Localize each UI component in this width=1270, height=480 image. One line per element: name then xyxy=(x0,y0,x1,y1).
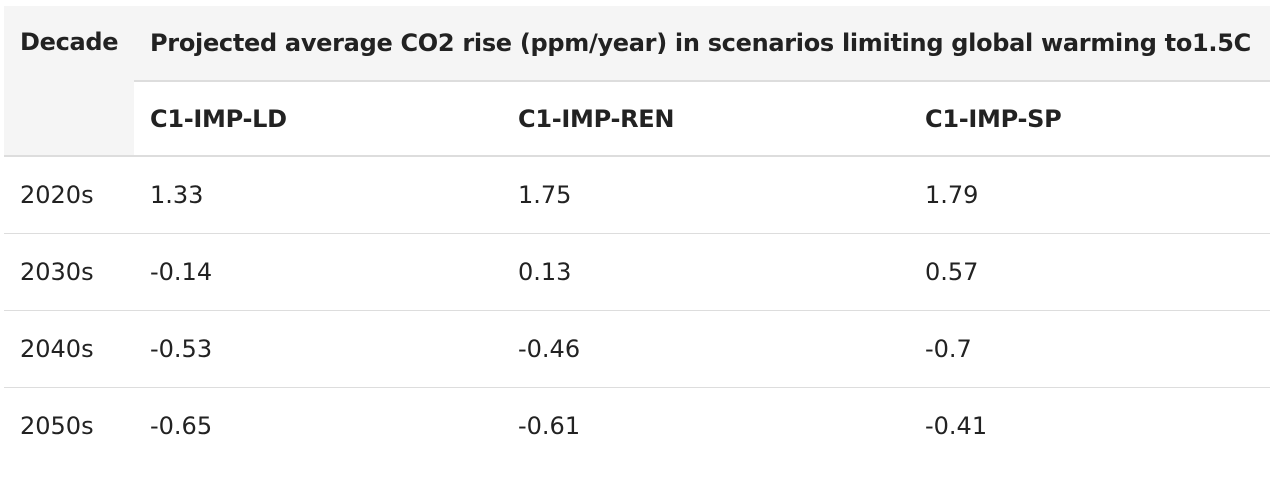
value-cell-sp: 0.57 xyxy=(909,233,1270,311)
value-cell-ld: -0.53 xyxy=(134,310,502,388)
table-row: 2040s -0.53 -0.46 -0.7 xyxy=(4,310,1270,388)
decade-cell: 2040s xyxy=(4,310,134,388)
decade-cell: 2030s xyxy=(4,233,134,311)
decade-cell: 2050s xyxy=(20,411,94,440)
decade-cell: 2020s xyxy=(4,156,134,234)
header-row-scenarios: C1-IMP-LD C1-IMP-REN C1-IMP-SP xyxy=(4,81,1270,157)
value-cell-sp: -0.41 xyxy=(925,411,988,440)
table-row: 2020s 1.33 1.75 1.79 xyxy=(4,156,1270,234)
value-cell-ld: -0.14 xyxy=(134,233,502,311)
value-cell-sp: 1.79 xyxy=(909,156,1270,234)
scenario-group-header: Projected average CO2 rise (ppm/year) in… xyxy=(134,6,1270,82)
decade-column-header: Decade xyxy=(4,6,134,157)
value-cell-ld: -0.65 xyxy=(150,411,213,440)
header-row-group: Decade Projected average CO2 rise (ppm/y… xyxy=(4,6,1270,157)
scenario-header-ld: C1-IMP-LD xyxy=(134,81,502,157)
value-cell-ren: 1.75 xyxy=(502,156,909,234)
scenario-header-sp: C1-IMP-SP xyxy=(909,81,1270,157)
value-cell-ren: -0.46 xyxy=(502,310,909,388)
co2-projection-table: Decade Projected average CO2 rise (ppm/y… xyxy=(4,6,1270,464)
table-header: Decade Projected average CO2 rise (ppm/y… xyxy=(4,6,1270,157)
table-row: 2030s -0.14 0.13 0.57 xyxy=(4,233,1270,311)
value-cell-ren: 0.13 xyxy=(502,233,909,311)
value-cell-sp: -0.7 xyxy=(909,310,1270,388)
value-cell-ren: -0.61 xyxy=(518,411,581,440)
value-cell-ld: 1.33 xyxy=(134,156,502,234)
scenario-header-ren: C1-IMP-REN xyxy=(502,81,909,157)
table-body: 2020s 1.33 1.75 1.79 2030s -0.14 0.13 0.… xyxy=(4,156,1270,464)
table-row: 2050s -0.65 -0.61 -0.41 xyxy=(4,387,1270,464)
